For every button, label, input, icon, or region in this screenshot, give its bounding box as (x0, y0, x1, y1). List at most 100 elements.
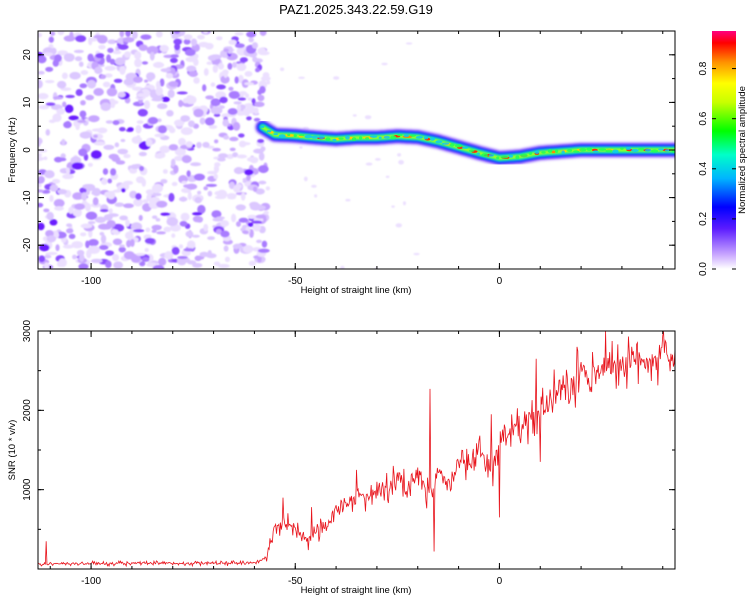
track-texture-blob (592, 150, 599, 153)
track-texture-blob (573, 150, 580, 153)
noise-blob (105, 250, 115, 256)
noise-blob (144, 79, 149, 83)
noise-blob (96, 63, 105, 68)
snr-frame (37, 330, 676, 570)
noise-blob (170, 54, 179, 58)
noise-blob (158, 257, 167, 266)
track-texture-blob (345, 135, 350, 140)
noise-blob (262, 72, 270, 79)
noise-blob (345, 198, 351, 202)
noise-blob (48, 36, 54, 43)
noise-blob (222, 119, 229, 127)
x-tick-label: 0 (497, 276, 503, 287)
noise-blob (251, 42, 259, 49)
noise-blob (213, 261, 221, 266)
noise-blob (71, 162, 84, 170)
noise-blob (107, 39, 117, 45)
x-tick-label: -100 (81, 576, 101, 587)
track-texture-blob (461, 146, 469, 149)
noise-blob (257, 94, 265, 102)
noise-blob (66, 228, 74, 234)
noise-blob (99, 209, 109, 213)
noise-blob (257, 89, 262, 95)
noise-blob (178, 99, 184, 108)
noise-blob (214, 191, 223, 196)
noise-blob (266, 80, 271, 85)
colorbar-scale (712, 31, 736, 269)
noise-blob (203, 223, 209, 232)
noise-blob (156, 231, 166, 235)
noise-blob (80, 232, 87, 237)
noise-blob (186, 65, 197, 73)
noise-blob (207, 55, 217, 61)
noise-blob (58, 157, 67, 162)
noise-blob (49, 195, 54, 203)
noise-blob (144, 237, 155, 244)
noise-blob (191, 234, 200, 238)
noise-blob (219, 96, 228, 104)
noise-blob (95, 53, 105, 59)
x-tick-label: -100 (81, 276, 101, 287)
noise-blob (397, 153, 402, 157)
noise-blob (75, 35, 87, 43)
noise-blob (103, 144, 115, 150)
noise-blob (123, 180, 134, 186)
noise-blob (244, 93, 250, 99)
track-texture-blob (671, 150, 675, 153)
noise-blob (156, 118, 162, 123)
noise-blob (238, 133, 245, 138)
noise-blob (173, 31, 181, 34)
noise-blob (193, 108, 204, 118)
noise-blob (365, 162, 373, 166)
noise-blob (113, 261, 124, 269)
track-texture-blob (325, 137, 331, 141)
noise-blob (49, 184, 59, 192)
noise-blob (38, 93, 49, 100)
noise-blob (56, 108, 65, 115)
snr-y-label: SNR (10 * v/v) (7, 420, 18, 481)
noise-blob (44, 170, 55, 179)
noise-blob (79, 253, 85, 263)
noise-blob (183, 34, 193, 40)
noise-blob (110, 168, 117, 176)
noise-blob (119, 31, 125, 38)
noise-blob (119, 127, 126, 132)
noise-blob (220, 220, 230, 227)
noise-blob (120, 138, 126, 143)
noise-blob (43, 208, 50, 213)
noise-blob (78, 148, 88, 157)
noise-blob (202, 141, 210, 148)
noise-blob (38, 222, 45, 231)
noise-blob (46, 211, 54, 221)
track-texture-blob (318, 135, 325, 140)
noise-blob (171, 246, 180, 255)
noise-blob (93, 141, 106, 146)
noise-blob (99, 231, 105, 236)
noise-blob (244, 70, 253, 77)
noise-blob (112, 238, 123, 246)
noise-blob (263, 210, 269, 215)
noise-blob (134, 58, 142, 68)
noise-blob (64, 104, 74, 113)
colorbar-ticks: 0.0 0.2 0.4 0.6 0.8 (698, 61, 736, 276)
noise-blob (207, 236, 215, 241)
colorbar-tick-label: 0.2 (698, 212, 709, 226)
noise-blob (228, 90, 241, 99)
track-texture-blob (651, 149, 659, 153)
track-texture-blob (338, 137, 344, 140)
noise-blob (235, 221, 241, 227)
track-texture-blob (332, 138, 337, 141)
noise-blob (44, 254, 52, 259)
noise-blob (123, 78, 134, 86)
y-tick-label: 2000 (22, 399, 33, 422)
noise-blob (166, 109, 174, 117)
noise-blob (171, 233, 176, 238)
y-tick-label: -10 (22, 190, 33, 205)
noise-blob (213, 173, 219, 180)
track-texture-blob (547, 148, 553, 153)
noise-blob (135, 252, 146, 256)
noise-blob (104, 191, 112, 198)
noise-blob (246, 31, 257, 38)
noise-blob (156, 103, 168, 110)
